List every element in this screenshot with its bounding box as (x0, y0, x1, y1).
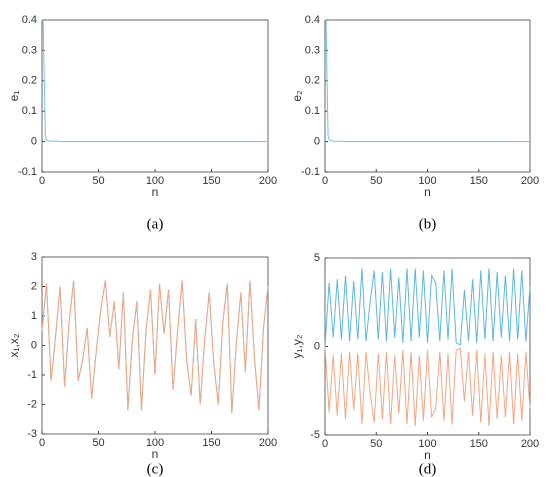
x-tick-label: 150 (470, 175, 488, 187)
x-tick-label: 0 (39, 175, 45, 187)
plot-frame (324, 257, 531, 436)
y-tick-label: -1 (27, 369, 37, 381)
y-tick-label: 0.2 (305, 75, 320, 87)
x-tick-label: 50 (370, 175, 382, 187)
y-tick-label: 0 (31, 136, 37, 148)
x-tick-label: 50 (370, 438, 382, 450)
x-tick-label: 200 (521, 438, 539, 450)
y-axis-label: y₁,y₂ (290, 334, 304, 358)
x-tick-label: 100 (146, 175, 164, 187)
data-line (324, 346, 531, 427)
y-tick-label: 5 (314, 252, 320, 264)
panel-caption: (c) (147, 461, 164, 477)
x-tick-label: 200 (521, 175, 539, 187)
y-tick-label: -0.1 (301, 166, 320, 178)
x-tick-label: 200 (259, 437, 277, 449)
y-tick-label: 0 (31, 339, 37, 351)
y-tick-label: -5 (310, 429, 320, 441)
y-tick-label: 2 (31, 280, 37, 292)
panel-caption: (d) (419, 461, 437, 477)
y-tick-label: 3 (31, 251, 37, 263)
y-tick-label: 0 (314, 340, 320, 352)
data-line (324, 268, 531, 347)
x-tick-label: 200 (259, 175, 277, 187)
y-tick-label: 0.4 (22, 14, 37, 26)
x-tick-label: 0 (322, 175, 328, 187)
y-tick-label: 0.1 (305, 105, 320, 117)
y-tick-label: 0.2 (22, 75, 37, 87)
y-tick-label: -2 (27, 398, 37, 410)
x-tick-label: 50 (92, 175, 104, 187)
x-axis-label: n (424, 448, 431, 462)
x-tick-label: 0 (322, 438, 328, 450)
data-line (325, 19, 530, 143)
plot-frame (324, 19, 531, 173)
plot-frame (41, 256, 269, 435)
x-tick-label: 0 (39, 437, 45, 449)
x-axis-label: n (152, 447, 159, 461)
x-axis-label: n (424, 185, 431, 199)
y-tick-label: 0.3 (22, 44, 37, 56)
y-tick-label: -3 (27, 428, 37, 440)
y-axis-label: e₂ (290, 90, 304, 102)
x-tick-label: 100 (146, 437, 164, 449)
y-tick-label: 0.1 (22, 105, 37, 117)
y-tick-label: -0.1 (18, 166, 37, 178)
y-tick-label: 0 (314, 136, 320, 148)
y-axis-label: x₁,x₂ (7, 333, 21, 357)
plot-frame (41, 19, 269, 173)
y-tick-label: 0.4 (305, 14, 320, 26)
panel-caption: (a) (147, 216, 164, 232)
x-tick-label: 150 (470, 438, 488, 450)
panel-caption: (b) (419, 216, 437, 232)
x-tick-label: 50 (92, 437, 104, 449)
x-tick-label: 150 (202, 175, 220, 187)
y-axis-label: e₁ (7, 91, 21, 102)
x-axis-label: n (152, 185, 159, 199)
x-tick-label: 100 (418, 175, 436, 187)
y-tick-label: 1 (31, 310, 37, 322)
x-tick-label: 150 (202, 437, 220, 449)
data-line (41, 280, 269, 414)
data-line (42, 19, 268, 143)
x-tick-label: 100 (418, 438, 436, 450)
y-tick-label: 0.3 (305, 44, 320, 56)
